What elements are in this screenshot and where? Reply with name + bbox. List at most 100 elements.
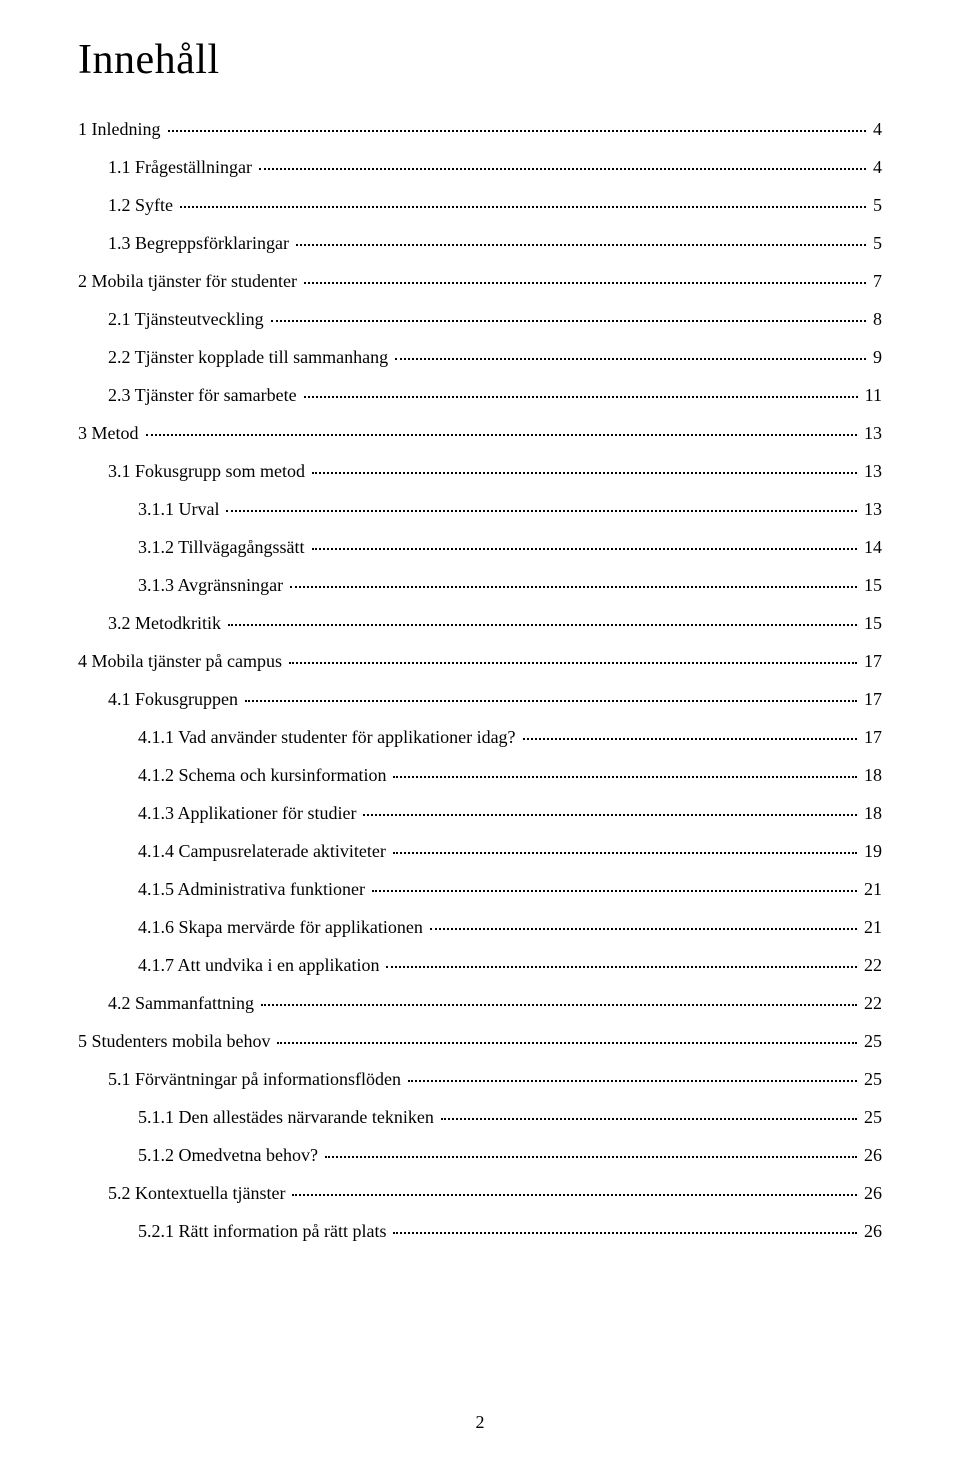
- toc-entry-page: 5: [869, 196, 882, 214]
- table-of-contents: 1 Inledning 4 1.1 Frågeställningar 4 1.2 Syf…: [78, 120, 882, 1240]
- toc-entry-page: 7: [869, 272, 882, 290]
- toc-entry-page: 17: [860, 690, 882, 708]
- toc-row: 3.1 Fokusgrupp som metod13: [108, 462, 882, 480]
- toc-leader: [277, 1042, 857, 1044]
- toc-leader: [226, 510, 857, 512]
- toc-entry-label: 1.2 Syfte: [108, 196, 177, 214]
- toc-leader: [372, 890, 857, 892]
- toc-leader: [271, 320, 866, 322]
- toc-entry-label: 1.3 Begreppsförklaringar: [108, 234, 293, 252]
- toc-row: 2 Mobila tjänster för studenter 7: [78, 272, 882, 290]
- toc-entry-page: 22: [860, 994, 882, 1012]
- toc-leader: [245, 700, 857, 702]
- toc-entry-label: 1.1 Frågeställningar: [108, 158, 256, 176]
- toc-row: 1.1 Frågeställningar 4: [108, 158, 882, 176]
- toc-leader: [292, 1194, 857, 1196]
- toc-entry-page: 15: [860, 614, 882, 632]
- toc-entry-label: 4.2 Sammanfattning: [108, 994, 258, 1012]
- toc-entry-page: 26: [860, 1146, 882, 1164]
- toc-leader: [168, 130, 867, 132]
- toc-entry-page: 26: [860, 1184, 882, 1202]
- toc-row: 3.1.2 Tillvägagångssätt 14: [138, 538, 882, 556]
- toc-row: 5.1 Förväntningar på informationsflöden 2…: [108, 1070, 882, 1088]
- toc-entry-page: 5: [869, 234, 882, 252]
- toc-row: 2.2 Tjänster kopplade till sammanhang 9: [108, 348, 882, 366]
- toc-entry-page: 21: [860, 918, 882, 936]
- toc-row: 3 Metod13: [78, 424, 882, 442]
- toc-entry-label: 2 Mobila tjänster för studenter: [78, 272, 301, 290]
- toc-entry-page: 19: [860, 842, 882, 860]
- toc-row: 4.1.5 Administrativa funktioner21: [138, 880, 882, 898]
- toc-row: 2.3 Tjänster för samarbete11: [108, 386, 882, 404]
- toc-entry-label: 1 Inledning: [78, 120, 165, 138]
- toc-leader: [441, 1118, 857, 1120]
- toc-row: 2.1 Tjänsteutveckling8: [108, 310, 882, 328]
- toc-row: 1.3 Begreppsförklaringar 5: [108, 234, 882, 252]
- toc-leader: [146, 434, 858, 436]
- toc-entry-label: 5.1.1 Den allestädes närvarande tekniken: [138, 1108, 438, 1126]
- toc-entry-page: 22: [860, 956, 882, 974]
- toc-row: 1.2 Syfte 5: [108, 196, 882, 214]
- toc-entry-label: 4 Mobila tjänster på campus: [78, 652, 286, 670]
- toc-leader: [296, 244, 866, 246]
- toc-entry-page: 13: [860, 500, 882, 518]
- toc-row: 5.1.1 Den allestädes närvarande tekniken…: [138, 1108, 882, 1126]
- toc-entry-label: 4.1.5 Administrativa funktioner: [138, 880, 369, 898]
- toc-leader: [304, 282, 866, 284]
- toc-row: 4.1.6 Skapa mervärde för applikationen 21: [138, 918, 882, 936]
- toc-entry-label: 3.1.3 Avgränsningar: [138, 576, 287, 594]
- toc-row: 5.2 Kontextuella tjänster 26: [108, 1184, 882, 1202]
- toc-leader: [312, 548, 857, 550]
- toc-leader: [393, 852, 857, 854]
- toc-leader: [228, 624, 857, 626]
- toc-entry-page: 15: [860, 576, 882, 594]
- toc-entry-page: 4: [869, 158, 882, 176]
- toc-entry-page: 8: [869, 310, 882, 328]
- toc-row: 5.1.2 Omedvetna behov?26: [138, 1146, 882, 1164]
- toc-leader: [393, 776, 857, 778]
- toc-leader: [363, 814, 857, 816]
- toc-entry-page: 13: [860, 424, 882, 442]
- toc-leader: [395, 358, 866, 360]
- toc-row: 3.1.1 Urval13: [138, 500, 882, 518]
- toc-entry-page: 4: [869, 120, 882, 138]
- toc-entry-label: 3.2 Metodkritik: [108, 614, 225, 632]
- toc-entry-page: 25: [860, 1032, 882, 1050]
- toc-entry-page: 17: [860, 652, 882, 670]
- toc-leader: [289, 662, 857, 664]
- page-number: 2: [0, 1412, 960, 1433]
- toc-entry-page: 26: [860, 1222, 882, 1240]
- toc-entry-label: 3.1.2 Tillvägagångssätt: [138, 538, 309, 556]
- toc-row: 5 Studenters mobila behov 25: [78, 1032, 882, 1050]
- toc-leader: [393, 1232, 857, 1234]
- toc-entry-label: 4.1.2 Schema och kursinformation: [138, 766, 390, 784]
- toc-entry-label: 4.1.3 Applikationer för studier: [138, 804, 360, 822]
- toc-row: 4.1.3 Applikationer för studier 18: [138, 804, 882, 822]
- page-title: Innehåll: [78, 36, 882, 84]
- toc-entry-label: 2.3 Tjänster för samarbete: [108, 386, 301, 404]
- toc-entry-label: 5.2.1 Rätt information på rätt plats: [138, 1222, 390, 1240]
- toc-leader: [325, 1156, 857, 1158]
- toc-entry-label: 4.1.7 Att undvika i en applikation: [138, 956, 383, 974]
- toc-leader: [430, 928, 857, 930]
- toc-leader: [290, 586, 857, 588]
- toc-entry-page: 9: [869, 348, 882, 366]
- toc-entry-label: 5.2 Kontextuella tjänster: [108, 1184, 289, 1202]
- toc-leader: [408, 1080, 857, 1082]
- toc-row: 3.1.3 Avgränsningar 15: [138, 576, 882, 594]
- toc-leader: [180, 206, 866, 208]
- toc-entry-page: 14: [860, 538, 882, 556]
- toc-entry-page: 13: [860, 462, 882, 480]
- toc-row: 4 Mobila tjänster på campus 17: [78, 652, 882, 670]
- toc-row: 1 Inledning 4: [78, 120, 882, 138]
- document-page: Innehåll 1 Inledning41.1 Frågeställninga…: [0, 0, 960, 1473]
- toc-entry-label: 2.2 Tjänster kopplade till sammanhang: [108, 348, 392, 366]
- toc-entry-label: 5.1 Förväntningar på informationsflöden: [108, 1070, 405, 1088]
- toc-leader: [523, 738, 857, 740]
- toc-entry-page: 18: [860, 804, 882, 822]
- toc-entry-label: 5 Studenters mobila behov: [78, 1032, 274, 1050]
- toc-entry-label: 4.1.6 Skapa mervärde för applikationen: [138, 918, 427, 936]
- toc-row: 4.1.7 Att undvika i en applikation 22: [138, 956, 882, 974]
- toc-entry-page: 25: [860, 1070, 882, 1088]
- toc-row: 4.1.1 Vad använder studenter för applika…: [138, 728, 882, 746]
